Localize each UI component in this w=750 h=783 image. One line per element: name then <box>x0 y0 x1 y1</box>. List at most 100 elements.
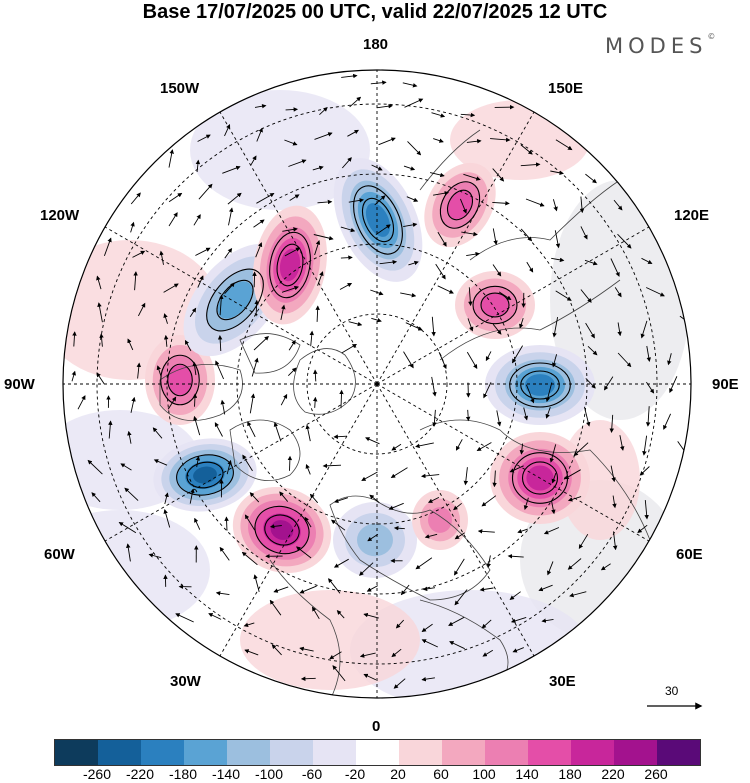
wind-arrow <box>159 250 164 265</box>
contour-line <box>216 279 254 321</box>
wind-arrow <box>400 584 410 596</box>
wind-arrow <box>567 496 582 502</box>
wind-arrow <box>492 201 510 206</box>
wind-arrow <box>184 339 192 352</box>
wind-arrow <box>646 287 665 297</box>
wind-arrow <box>431 376 437 397</box>
colorbar-swatch <box>141 740 184 765</box>
wind-arrow <box>167 396 177 410</box>
wind-arrow <box>391 443 402 451</box>
wind-arrow <box>339 389 344 409</box>
colorbar-tick-label: 20 <box>390 766 406 782</box>
wind-arrow <box>552 199 558 212</box>
wind-arrow <box>454 532 465 540</box>
wind-arrow <box>363 673 377 681</box>
wind-arrow <box>604 376 614 391</box>
wind-arrow <box>287 455 293 471</box>
wind-arrow <box>404 98 424 108</box>
wind-arrow <box>454 558 465 576</box>
wind-arrow <box>124 487 139 501</box>
meridian <box>376 383 650 542</box>
wind-arrow <box>287 367 297 377</box>
wind-arrow <box>644 500 649 520</box>
wind-arrow <box>646 381 655 394</box>
wind-arrow <box>523 407 529 421</box>
contour-line <box>472 285 518 325</box>
wind-arrow <box>421 676 435 682</box>
wind-arrow <box>253 219 265 228</box>
wind-arrow <box>403 222 418 228</box>
wind-arrow <box>280 304 286 320</box>
wind-arrow <box>127 430 132 444</box>
wind-arrow <box>669 376 678 394</box>
wind-arrow <box>253 574 260 593</box>
wind-arrow <box>347 129 359 137</box>
wind-arrow <box>305 424 311 442</box>
wind-arrow <box>168 212 178 227</box>
wind-arrow <box>243 622 255 627</box>
wind-arrow <box>549 444 557 463</box>
trough-anomaly <box>333 502 417 578</box>
wind-arrow <box>509 591 521 600</box>
wind-arrow <box>573 442 589 457</box>
wind-arrow <box>244 514 256 531</box>
wind-arrow <box>127 338 134 351</box>
wind-arrow <box>507 554 524 559</box>
wind-arrow <box>538 584 553 592</box>
anomaly-wash <box>240 590 420 690</box>
wind-arrow <box>175 613 194 623</box>
wind-arrow <box>103 237 112 257</box>
wind-arrow <box>520 228 533 242</box>
lon-label-150e: 150E <box>548 80 584 97</box>
wind-arrow <box>328 578 341 594</box>
wind-arrow <box>519 317 524 329</box>
wind-arrow <box>554 230 561 249</box>
wind-arrow <box>163 283 179 293</box>
wind-arrow <box>194 517 201 530</box>
colorbar-swatch <box>442 740 485 765</box>
wind-arrow <box>138 302 146 317</box>
wind-arrow <box>193 415 201 436</box>
contour-line <box>254 505 310 555</box>
wind-arrow <box>509 465 524 473</box>
wind-arrow <box>370 80 387 85</box>
wind-arrow <box>421 623 433 633</box>
wind-arrow <box>317 199 333 205</box>
wind-arrow <box>198 183 213 200</box>
wind-arrow <box>550 170 564 176</box>
wind-arrow <box>152 427 163 439</box>
map-boundary <box>62 69 692 699</box>
wind-arrow <box>299 646 314 652</box>
wind-arrow <box>247 421 256 438</box>
wind-arrow <box>214 422 223 437</box>
colorbar-swatch <box>657 740 700 765</box>
wind-arrow <box>567 558 582 570</box>
wind-arrow <box>314 132 333 140</box>
wind-arrow <box>405 322 423 331</box>
wind-arrow <box>551 354 558 368</box>
wind-arrow <box>448 616 465 626</box>
wind-arrow <box>585 322 595 339</box>
wind-arrow <box>435 263 446 280</box>
modes-logo: MODES© <box>605 32 715 58</box>
wind-arrow <box>374 195 386 206</box>
wind-arrow <box>614 287 622 298</box>
wind-arrow <box>617 322 622 337</box>
wind-arrow <box>249 492 260 503</box>
colorbar-swatch <box>98 740 141 765</box>
wind-arrow <box>375 224 391 235</box>
wind-arrow <box>512 345 523 364</box>
colorbar-swatch <box>614 740 657 765</box>
ridge-anomaly <box>253 205 327 325</box>
colorbar-tick-label: -100 <box>254 766 284 782</box>
wind-arrow <box>543 527 560 535</box>
wind-arrow <box>217 335 223 352</box>
wind-arrow <box>555 290 572 301</box>
wind-arrow <box>453 502 462 511</box>
wind-arrow <box>348 321 363 327</box>
contour-line <box>160 354 200 406</box>
wind-arrow <box>300 676 316 681</box>
wind-arrow <box>280 393 288 406</box>
wind-arrow <box>255 242 263 258</box>
wind-arrow <box>433 138 444 143</box>
